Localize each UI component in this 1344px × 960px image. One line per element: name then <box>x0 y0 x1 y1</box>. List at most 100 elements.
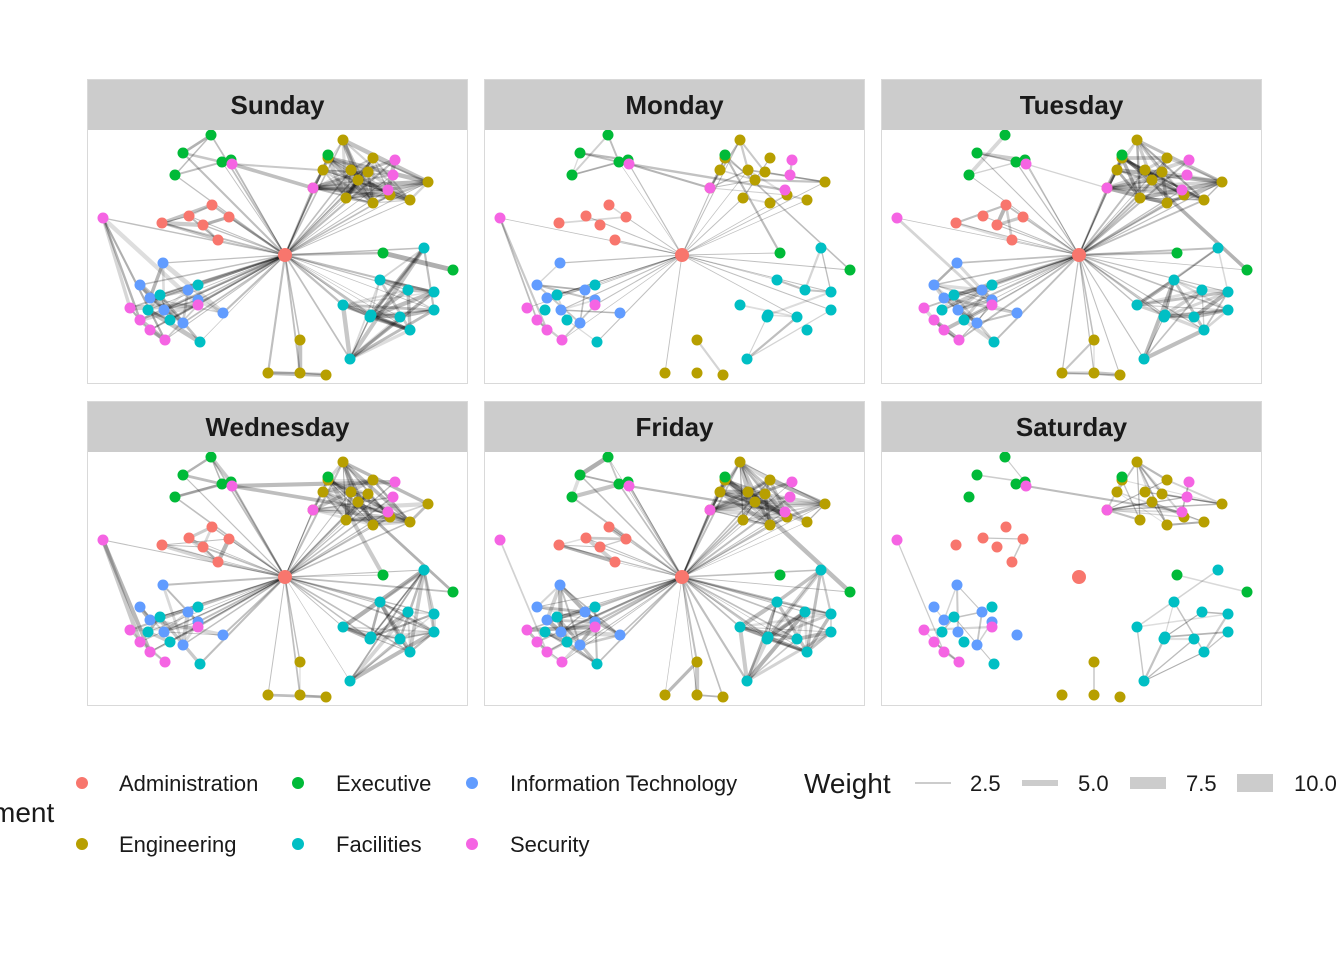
edge <box>159 542 221 565</box>
node <box>717 691 729 703</box>
node <box>404 516 416 528</box>
node <box>771 596 783 608</box>
node <box>1000 199 1012 211</box>
edge <box>746 316 768 360</box>
edge <box>399 631 435 640</box>
edge <box>181 473 224 486</box>
legend-key <box>466 838 478 850</box>
node <box>1011 307 1023 319</box>
node <box>977 210 989 222</box>
node <box>553 217 565 229</box>
edge <box>681 576 698 663</box>
edge <box>284 254 411 331</box>
edge <box>584 254 683 291</box>
edge <box>341 138 348 200</box>
edge <box>349 569 425 682</box>
node <box>144 324 156 336</box>
edge <box>163 254 286 311</box>
node <box>623 480 635 492</box>
edge <box>558 544 683 578</box>
node <box>764 152 776 164</box>
edge <box>596 254 683 343</box>
edge <box>803 610 809 654</box>
edge <box>161 222 286 256</box>
edge <box>1139 197 1205 201</box>
edge <box>577 454 611 478</box>
node <box>825 626 837 638</box>
node <box>1198 324 1210 336</box>
edge <box>1106 501 1153 511</box>
node <box>928 279 940 291</box>
node <box>156 539 168 551</box>
edge <box>579 576 683 646</box>
node <box>428 286 440 298</box>
edge <box>326 478 370 496</box>
node <box>1222 608 1234 620</box>
node <box>779 184 791 196</box>
edge <box>681 197 744 256</box>
edge <box>1121 479 1141 521</box>
edge <box>321 490 348 522</box>
node <box>737 514 749 526</box>
edge <box>348 637 402 683</box>
edge <box>163 576 286 633</box>
legend-key <box>292 838 304 850</box>
edge <box>1135 138 1164 174</box>
node <box>591 658 603 670</box>
edge <box>149 297 224 314</box>
edge <box>557 543 617 564</box>
edge <box>398 308 436 319</box>
edge <box>1106 479 1168 511</box>
edge <box>1024 159 1080 256</box>
node <box>124 302 136 314</box>
edge <box>341 288 410 307</box>
edge <box>1166 479 1223 505</box>
edge <box>709 179 756 189</box>
node <box>815 564 827 576</box>
edge <box>368 315 412 332</box>
node <box>825 304 837 316</box>
node <box>322 471 334 483</box>
edge <box>210 456 286 578</box>
edge <box>1078 254 1138 306</box>
edge <box>579 474 620 485</box>
edge <box>557 582 598 625</box>
edge <box>967 133 1007 177</box>
edge <box>546 576 683 621</box>
node <box>541 324 553 336</box>
edge <box>1078 171 1163 256</box>
node <box>784 491 796 503</box>
node <box>1188 633 1200 645</box>
facet-panel: Saturday <box>881 401 1262 706</box>
node <box>741 675 753 687</box>
node <box>918 624 930 636</box>
node <box>591 336 603 348</box>
edge <box>348 308 436 361</box>
node <box>719 149 731 161</box>
edge <box>996 224 1080 256</box>
legend-label: Executive <box>336 771 431 796</box>
edge <box>1136 461 1168 526</box>
edge <box>284 576 351 682</box>
edge <box>101 216 167 342</box>
edge <box>230 484 390 514</box>
edge <box>1078 254 1095 374</box>
hub-node <box>1072 570 1086 584</box>
node <box>402 284 414 296</box>
node <box>1116 149 1128 161</box>
node <box>387 169 399 181</box>
edge <box>369 569 425 640</box>
edge-layer <box>896 456 1248 696</box>
node <box>177 317 189 329</box>
edge <box>1105 508 1142 522</box>
node <box>206 521 218 533</box>
edge <box>1011 239 1080 256</box>
node <box>382 506 394 518</box>
node <box>1017 533 1029 545</box>
node <box>192 299 204 311</box>
node <box>779 506 791 518</box>
edge <box>723 478 772 527</box>
node <box>367 152 379 164</box>
edge <box>1105 186 1186 197</box>
edge <box>1144 169 1205 201</box>
